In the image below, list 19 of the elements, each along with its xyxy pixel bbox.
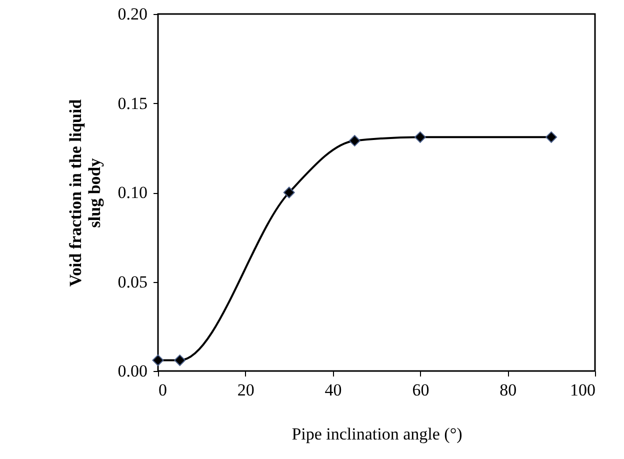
point: [283, 186, 295, 198]
point: [546, 131, 558, 143]
y-tick-label: 0.10: [118, 183, 148, 202]
x-tick-label: 0: [158, 380, 167, 400]
y-tick-label: 0.15: [118, 94, 148, 113]
y-tick-label: 0.00: [118, 362, 148, 380]
x-axis-title: Pipe inclination angle (°): [292, 424, 462, 444]
x-tick-label: 100: [570, 380, 596, 400]
x-tick-label: 60: [412, 380, 430, 400]
point: [414, 131, 426, 143]
point: [152, 354, 164, 366]
point: [348, 134, 360, 146]
point: [174, 354, 186, 366]
y-tick-label: 0.20: [118, 4, 148, 24]
y-tick-label: 0.05: [118, 272, 148, 292]
x-tick-label: 40: [324, 380, 342, 400]
x-tick-label: 20: [237, 380, 254, 400]
x-tick-label: 80: [500, 380, 517, 400]
y-axis-title: Void fraction in the liquid slug body: [66, 98, 104, 287]
